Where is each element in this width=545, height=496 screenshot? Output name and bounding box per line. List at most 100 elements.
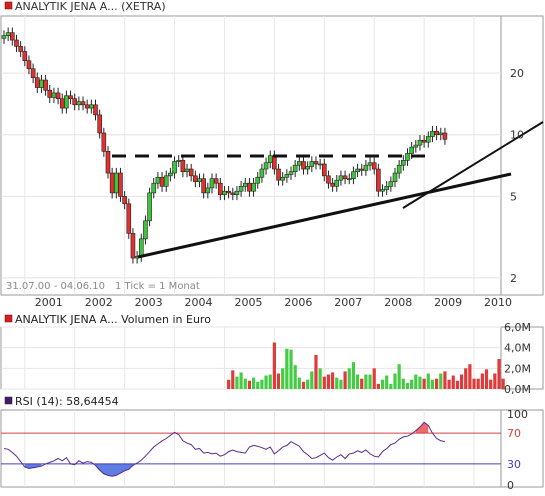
rsi-oversold-fill — [24, 463, 42, 469]
candle-up — [401, 160, 406, 166]
candle-down — [101, 132, 107, 152]
volume-y-tick-label: 0,0M — [504, 383, 531, 396]
candle-down — [180, 160, 186, 172]
x-tick-label: 2003 — [135, 296, 163, 309]
candle-up — [163, 175, 169, 187]
candle-down — [342, 175, 348, 180]
x-tick-label: 2005 — [234, 296, 262, 309]
volume-bar — [439, 373, 443, 389]
candle-down — [330, 182, 335, 187]
candle-up — [305, 166, 310, 170]
candle-down — [218, 182, 223, 195]
price-candles — [1, 27, 448, 264]
volume-bar — [493, 373, 497, 389]
volume-bar — [281, 368, 285, 389]
candle-up — [413, 144, 419, 148]
volume-bar — [268, 374, 272, 389]
candle-down — [10, 32, 15, 41]
volume-bar — [231, 370, 235, 389]
volume-bar — [376, 383, 380, 389]
candle-down — [93, 104, 98, 116]
volume-y-tick-label: 6,0M — [504, 321, 531, 334]
price-y-tick-label: 5 — [510, 190, 517, 203]
date-range-label: 31.07.00 - 04.06.10 — [6, 281, 105, 292]
candle-up — [184, 168, 190, 172]
volume-plot-area — [0, 326, 502, 390]
volume-bar — [435, 378, 439, 389]
candle-down — [213, 178, 219, 184]
volume-bar — [289, 349, 293, 389]
candle-up — [309, 161, 315, 167]
volume-bar — [401, 378, 405, 389]
candle-down — [47, 89, 53, 98]
candle-down — [442, 132, 448, 140]
candle-down — [43, 79, 48, 91]
rsi-y-tick-label: 100 — [507, 408, 528, 421]
rsi-panel: RSI (14): 58,64454 0 30 70 100 — [0, 395, 544, 492]
candle-down — [159, 176, 165, 187]
volume-bar — [472, 378, 476, 389]
price-axis-area — [500, 15, 544, 296]
candle-up — [39, 79, 44, 88]
volume-bar — [405, 382, 410, 389]
volume-bar — [372, 368, 376, 389]
candle-up — [205, 187, 211, 194]
volume-bar — [418, 376, 422, 389]
volume-bar — [364, 374, 368, 389]
volume-bar — [335, 377, 339, 389]
x-tick-label: 2007 — [334, 296, 362, 309]
candle-up — [1, 35, 7, 39]
candle-down — [201, 178, 206, 194]
candle-down — [109, 172, 115, 194]
candle-up — [242, 182, 248, 187]
candle-down — [272, 155, 277, 170]
candle-down — [371, 162, 377, 170]
candle-up — [64, 95, 69, 109]
volume-bar — [414, 374, 418, 389]
candle-down — [122, 196, 127, 205]
short-term-support-line — [402, 121, 544, 209]
candle-down — [14, 39, 19, 47]
rsi-y-tick-label: 70 — [507, 427, 521, 440]
candle-up — [147, 192, 152, 222]
candle-up — [172, 161, 177, 174]
candle-up — [114, 172, 119, 194]
candle-up — [384, 186, 389, 190]
rsi-axis-area — [500, 409, 544, 488]
candle-down — [18, 46, 23, 52]
candle-up — [255, 176, 261, 184]
volume-bar — [243, 378, 247, 389]
candle-up — [317, 163, 323, 166]
candle-down — [68, 95, 73, 99]
candle-up — [438, 132, 444, 136]
candle-down — [26, 60, 32, 70]
candle-up — [388, 181, 394, 187]
x-tick-label: 2002 — [85, 296, 113, 309]
candle-down — [97, 114, 102, 134]
rsi-y-tick-label: 30 — [507, 458, 521, 471]
candle-down — [247, 182, 252, 192]
volume-bar — [410, 379, 414, 389]
candle-down — [301, 161, 306, 170]
volume-bar — [351, 362, 356, 389]
volume-bar — [322, 376, 326, 389]
candle-up — [409, 146, 414, 154]
candle-up — [222, 190, 227, 195]
candle-up — [176, 160, 182, 162]
volume-bar — [430, 379, 435, 389]
volume-bar — [326, 374, 331, 389]
candle-up — [267, 155, 273, 164]
volume-bar — [389, 383, 393, 389]
candle-up — [396, 164, 402, 174]
volume-bar — [468, 364, 472, 389]
rsi-overbought-fill — [415, 422, 429, 434]
volume-y-tick-label: 4,0M — [504, 342, 531, 355]
volume-bar — [380, 379, 385, 389]
x-tick-label: 2008 — [384, 296, 412, 309]
candle-up — [259, 168, 265, 178]
rsi-line — [3, 421, 445, 477]
candle-up — [168, 172, 173, 177]
volume-bar — [426, 373, 430, 389]
candle-down — [359, 168, 365, 171]
